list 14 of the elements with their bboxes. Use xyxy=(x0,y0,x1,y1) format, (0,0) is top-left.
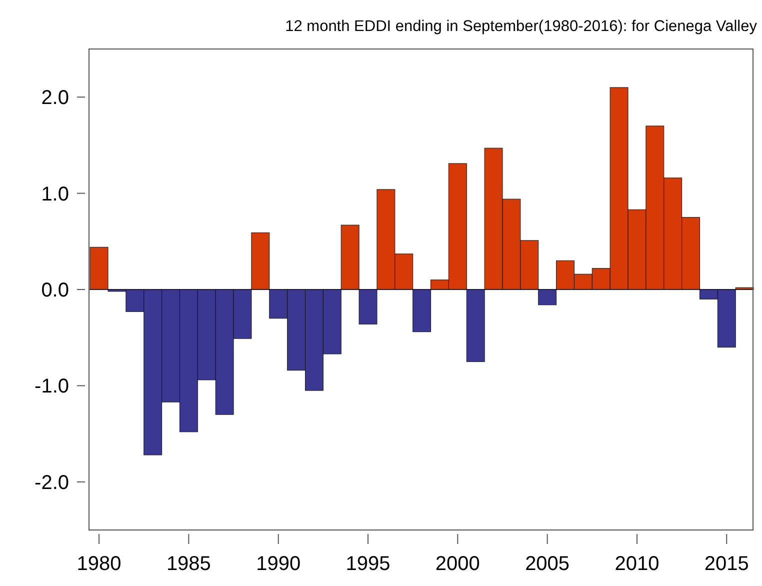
chart-title: 12 month EDDI ending in September(1980-2016): for Cienega Valley xyxy=(285,18,758,35)
x-tick-label: 2000 xyxy=(435,553,480,575)
x-tick-label: 1990 xyxy=(256,553,301,575)
y-tick-label: 0.0 xyxy=(41,280,69,302)
x-tick-label: 2005 xyxy=(525,553,570,575)
x-tick-label: 2010 xyxy=(614,553,660,575)
x-tick-label: 1985 xyxy=(166,553,211,575)
x-tick-label: 1995 xyxy=(346,553,390,575)
y-tick-label: 2.0 xyxy=(41,87,69,110)
x-tick-label: 2015 xyxy=(704,553,749,575)
y-tick-label: 1.0 xyxy=(41,183,69,206)
x-tick-label: 1980 xyxy=(76,553,122,575)
y-tick-label: -1.0 xyxy=(34,376,69,398)
y-tick-label: -2.0 xyxy=(34,472,69,494)
